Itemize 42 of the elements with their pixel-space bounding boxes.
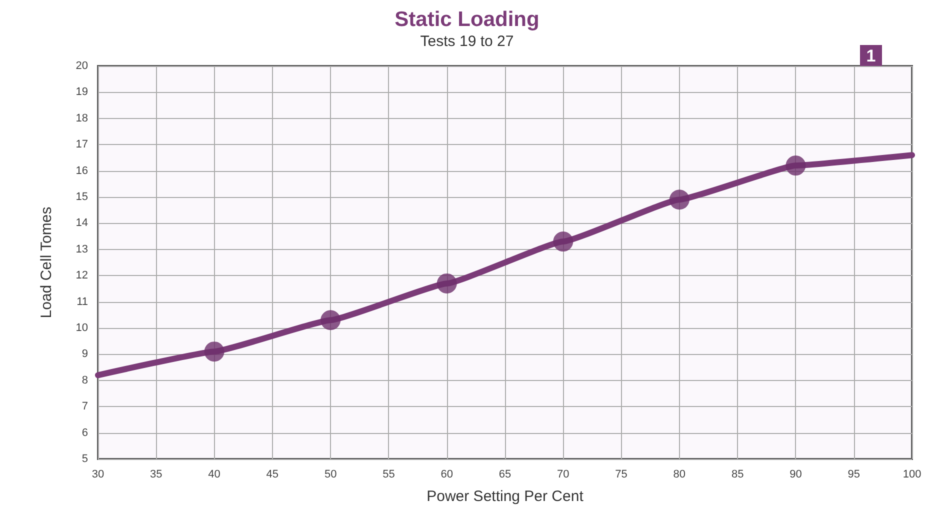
x-tick-label: 45: [266, 468, 279, 480]
text: 1: [866, 46, 876, 66]
point: [553, 232, 574, 252]
y-tick-label: 16: [76, 164, 88, 177]
x-tick-label: 40: [208, 468, 220, 480]
x-tick-label: 75: [615, 468, 628, 480]
chart-subtitle: Tests 19 to 27: [420, 33, 514, 50]
x-tick-label: 30: [92, 468, 104, 480]
y-tick-label: 9: [82, 348, 88, 360]
x-tick-label: 70: [557, 468, 570, 480]
x-tick-label: 90: [790, 468, 802, 480]
x-tick-label: 80: [673, 468, 686, 480]
y-tick-label: 15: [76, 191, 88, 203]
x-tick-label: 50: [324, 468, 337, 480]
y-tick-label: 19: [76, 86, 88, 98]
y-tick-label: 18: [76, 112, 88, 124]
y-tick-label: 14: [76, 217, 88, 230]
y-tick-label: 8: [82, 374, 88, 386]
y-tick-label: 5: [82, 453, 88, 465]
y-tick-label: 12: [76, 270, 88, 282]
y-tick-label: 7: [82, 400, 88, 413]
x-tick-label: 55: [382, 468, 395, 480]
y-tick-label: 10: [76, 322, 88, 334]
point: [204, 342, 224, 362]
point: [669, 190, 690, 210]
y-tick-label: 6: [82, 426, 88, 439]
x-tick-label: 60: [440, 468, 453, 480]
y-axis-title: Load Cell Tomes: [38, 206, 55, 318]
x-tick-label: 100: [902, 468, 922, 480]
x-tick-label: 35: [150, 468, 162, 480]
y-tick-label: 20: [76, 60, 88, 72]
y-tick-label: 11: [76, 296, 88, 308]
y-tick-label: 17: [76, 138, 88, 151]
x-tick-label: 65: [498, 468, 512, 480]
point: [436, 273, 457, 294]
x-tick-label: 85: [731, 468, 744, 480]
x-axis-title: Power Setting Per Cent: [426, 488, 584, 505]
point: [320, 310, 341, 330]
point: [786, 156, 806, 176]
chart-title: Static Loading: [394, 8, 540, 31]
x-tick-label: 95: [848, 468, 860, 480]
y-tick-label: 13: [76, 243, 88, 256]
